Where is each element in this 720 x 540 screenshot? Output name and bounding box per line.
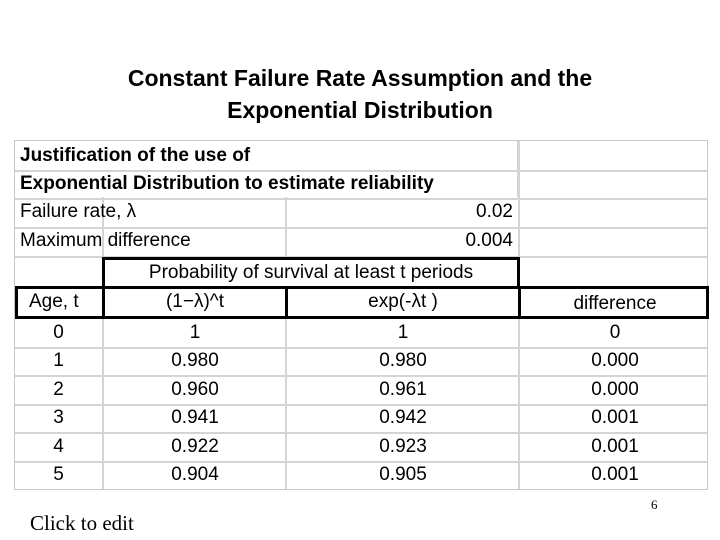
cell-discrete: 0.980 xyxy=(171,350,219,371)
cell-discrete: 1 xyxy=(189,322,201,343)
column-header-discrete: (1−λ)^t xyxy=(165,291,224,312)
slide-title-line-1: Constant Failure Rate Assumption and the xyxy=(127,65,593,91)
cell-exponential: 0.923 xyxy=(379,436,427,457)
group-header: Probability of survival at least t perio… xyxy=(148,262,474,283)
grid-row-line xyxy=(15,461,707,463)
footer-placeholder-text[interactable]: Click to edit xyxy=(30,511,134,535)
cell-difference: 0.001 xyxy=(591,407,639,428)
table-heading-line-1: Justification of the use of xyxy=(20,145,251,166)
cell-exponential: 0.961 xyxy=(379,379,427,400)
cell-exponential: 0.980 xyxy=(379,350,427,371)
cell-difference: 0 xyxy=(609,322,621,343)
slide-number: 6 xyxy=(651,497,658,512)
failure-rate-value: 0.02 xyxy=(476,201,513,222)
cell-age: 4 xyxy=(53,436,64,457)
failure-rate-label: Failure rate, λ xyxy=(20,201,137,222)
cell-discrete: 0.922 xyxy=(171,436,219,457)
column-header-difference: difference xyxy=(573,293,657,314)
cell-discrete: 0.960 xyxy=(171,379,219,400)
grid-row-line xyxy=(15,198,707,200)
grid-row-line xyxy=(15,227,707,229)
cell-exponential: 1 xyxy=(397,322,409,343)
max-difference-value: 0.004 xyxy=(465,230,513,251)
cell-difference: 0.000 xyxy=(591,350,639,371)
grid-row-line xyxy=(15,375,707,377)
cell-exponential: 0.942 xyxy=(379,407,427,428)
column-header-box xyxy=(15,286,709,319)
slide-title: Constant Failure Rate Assumption and the… xyxy=(0,62,720,126)
column-header-exponential: exp(-λt ) xyxy=(368,291,438,312)
cell-age: 2 xyxy=(53,379,64,400)
cell-difference: 0.001 xyxy=(591,436,639,457)
grid-row-line xyxy=(15,404,707,406)
spreadsheet-table: Justification of the use of Exponential … xyxy=(14,140,709,490)
cell-difference: 0.001 xyxy=(591,464,639,485)
cell-age: 3 xyxy=(53,407,64,428)
cell-discrete: 0.941 xyxy=(171,407,219,428)
grid-row-line xyxy=(15,432,707,434)
cell-age: 1 xyxy=(53,350,64,371)
cell-discrete: 0.904 xyxy=(171,464,219,485)
slide-title-line-2: Exponential Distribution xyxy=(227,97,493,123)
table-heading-line-2: Exponential Distribution to estimate rel… xyxy=(20,173,434,194)
cell-age: 5 xyxy=(53,464,64,485)
cell-exponential: 0.905 xyxy=(379,464,427,485)
cell-age: 0 xyxy=(53,322,64,343)
max-difference-label: Maximum difference xyxy=(20,230,191,251)
grid-row-line xyxy=(15,347,707,349)
cell-difference: 0.000 xyxy=(591,379,639,400)
column-header-age: Age, t xyxy=(29,291,79,312)
